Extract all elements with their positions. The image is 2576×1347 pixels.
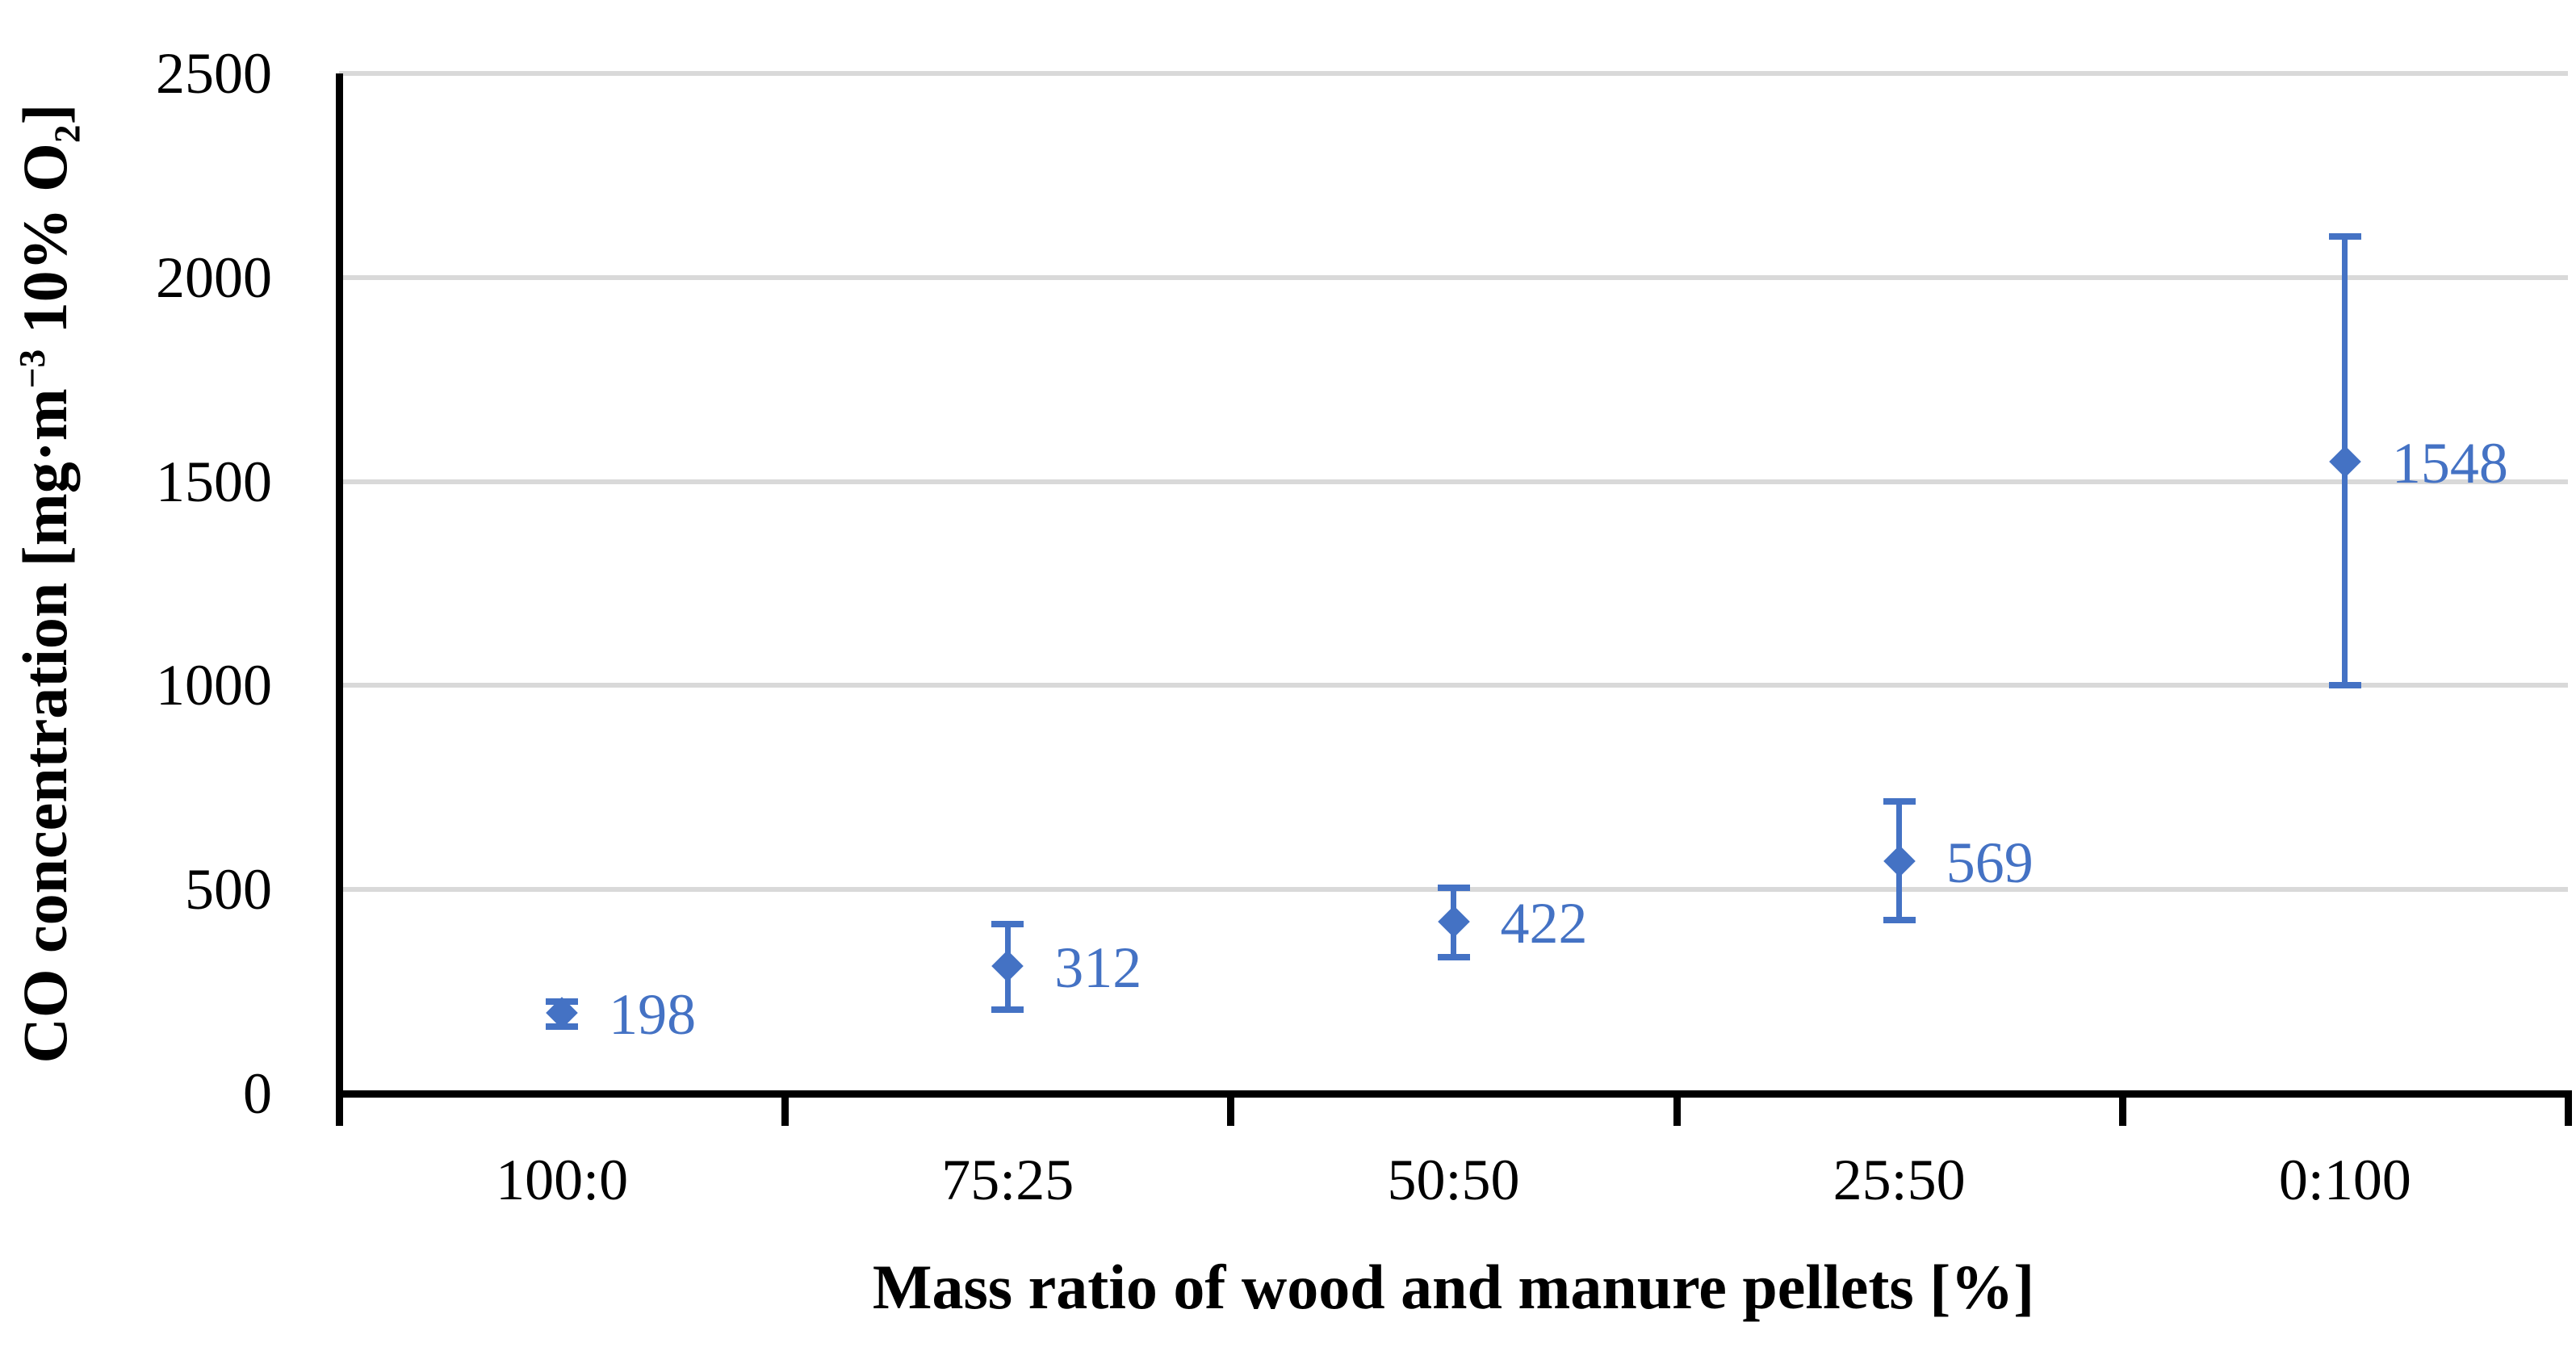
x-axis-title: Mass ratio of wood and manure pellets [%… (872, 1252, 2035, 1322)
error-bar-top-cap (991, 921, 1024, 928)
data-point-marker (2329, 446, 2361, 479)
x-axis-line (336, 1090, 2572, 1098)
x-axis-tick (1673, 1094, 1681, 1126)
y-tick-label: 0 (243, 1061, 272, 1126)
x-axis-tick (2118, 1094, 2126, 1126)
y-tick-label: 1000 (156, 653, 272, 718)
x-tick-label: 75:25 (941, 1148, 1074, 1212)
y-gridline (339, 71, 2568, 76)
y-tick-label: 1500 (156, 449, 272, 514)
y-axis-title-text-end: ] (10, 103, 81, 125)
data-point-label: 1548 (2391, 431, 2508, 496)
x-axis-tick (1227, 1094, 1235, 1126)
x-axis-tick (2565, 1094, 2572, 1126)
x-axis-tick (336, 1094, 343, 1126)
error-bar-bottom-cap (1883, 917, 1916, 924)
data-point-marker (991, 950, 1024, 983)
x-axis-tick (781, 1094, 790, 1126)
x-tick-label: 100:0 (496, 1148, 629, 1212)
y-axis-title-subscript: 2 (47, 124, 88, 144)
y-axis-title-superscript: −3 (12, 349, 53, 389)
error-bar-bottom-cap (991, 1006, 1024, 1014)
error-bar-top-cap (2328, 233, 2361, 241)
y-tick-label: 500 (185, 857, 272, 922)
y-tick-label: 2500 (156, 41, 272, 106)
y-gridline (339, 274, 2568, 280)
x-tick-label: 25:50 (1833, 1148, 1966, 1212)
data-point-label: 312 (1054, 935, 1142, 1001)
y-axis-line (336, 73, 343, 1126)
data-point-marker (1437, 905, 1470, 938)
x-tick-label: 50:50 (1387, 1148, 1520, 1212)
data-point-label: 569 (1946, 830, 2034, 896)
data-point-label: 422 (1500, 890, 1588, 956)
data-point-label: 198 (609, 981, 697, 1047)
x-tick-label: 0:100 (2278, 1148, 2411, 1212)
y-gridline (339, 479, 2568, 484)
error-bar-top-cap (1437, 884, 1470, 891)
y-tick-label: 2000 (156, 245, 272, 310)
y-gridline (339, 683, 2568, 688)
data-point-marker (1883, 845, 1916, 878)
error-bar-bottom-cap (1437, 953, 1470, 960)
error-bar-bottom-cap (2328, 682, 2361, 689)
error-bar-top-cap (1883, 798, 1916, 805)
